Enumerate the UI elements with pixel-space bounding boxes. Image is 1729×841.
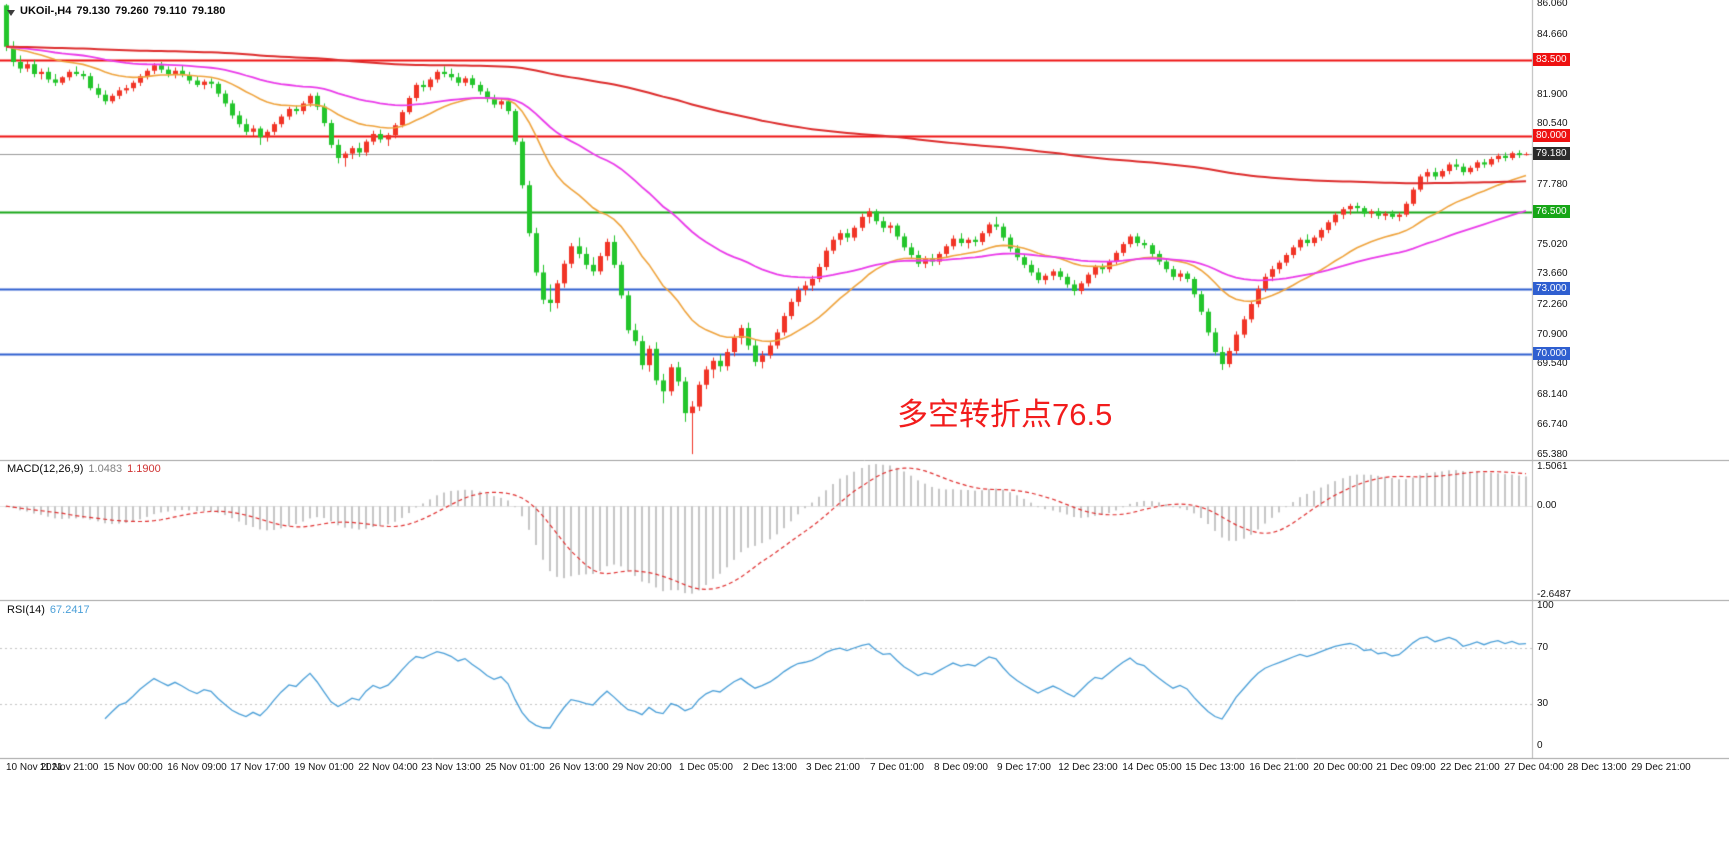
quote-low: 79.110 — [153, 5, 187, 17]
quote-high: 79.260 — [115, 5, 149, 17]
rsi-name: RSI(14) — [7, 604, 45, 616]
chart-annotation-text: 多空转折点76.5 — [897, 397, 1113, 432]
quote-open: 79.130 — [76, 5, 110, 17]
chart-menu-icon[interactable] — [7, 10, 15, 16]
quote-close: 79.180 — [191, 5, 226, 17]
time-axis[interactable] — [0, 759, 1729, 781]
macd-name: MACD(12,26,9) — [7, 463, 84, 475]
main-chart-panel[interactable] — [0, 0, 1532, 460]
rsi-value: 67.2417 — [49, 604, 90, 616]
macd-panel[interactable] — [0, 461, 1532, 600]
macd-signal-value: 1.1900 — [127, 463, 161, 475]
macd-indicator-label: MACD(12,26,9) 1.0483 1.1900 — [7, 463, 161, 475]
macd-main-value: 1.0483 — [88, 463, 123, 475]
price-axis[interactable] — [1532, 0, 1729, 758]
rsi-panel[interactable] — [0, 601, 1532, 758]
symbol-ohlc-bar: UKOil-,H4 79.130 79.260 79.110 79.180 — [20, 5, 230, 17]
symbol-name: UKOil-,H4 — [20, 5, 72, 17]
rsi-indicator-label: RSI(14) 67.2417 — [7, 604, 90, 616]
